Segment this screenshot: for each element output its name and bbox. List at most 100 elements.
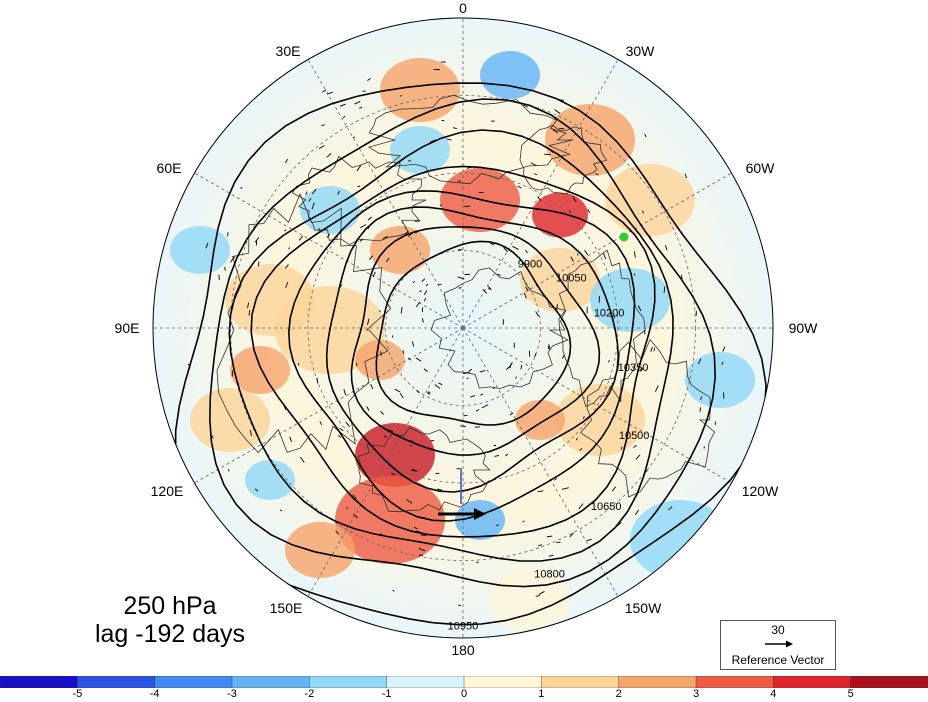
wind-vector (284, 229, 287, 232)
wind-vector (412, 281, 416, 284)
wind-vector (352, 514, 359, 519)
reference-arrow-icon (765, 640, 793, 648)
wind-vector (549, 303, 553, 307)
wind-vector (548, 554, 554, 557)
wind-vector (494, 455, 500, 457)
wind-vector (561, 354, 565, 359)
meridian-line (194, 327, 464, 484)
wind-vector (424, 290, 428, 295)
wind-vector (321, 124, 325, 127)
wind-vector (211, 435, 214, 439)
anomaly-patch (370, 226, 430, 274)
wind-vector (556, 304, 558, 310)
wind-vector (404, 230, 409, 235)
wind-vector (509, 412, 514, 416)
wind-vector (285, 158, 288, 164)
wind-vector (503, 247, 509, 253)
wind-vector (339, 427, 344, 432)
contour-label: 10050 (556, 272, 587, 284)
wind-vector (425, 283, 429, 287)
colorbar-label: 2 (615, 688, 622, 700)
wind-vector (354, 100, 361, 105)
coastline (430, 267, 569, 390)
pressure-level: 250 hPa (123, 592, 217, 620)
wind-vector (326, 153, 332, 158)
wind-vector (355, 362, 358, 366)
wind-vector (427, 392, 431, 395)
anomaly-patch (380, 58, 460, 122)
contour-label: 10650 (591, 501, 622, 513)
wind-vector (487, 285, 492, 290)
wind-vector (380, 351, 382, 356)
wind-vector (367, 216, 372, 221)
anomaly-patch (355, 340, 405, 380)
anomaly-patch (190, 388, 270, 452)
wind-vector (438, 382, 443, 386)
anomaly-patch (225, 264, 315, 336)
wind-vector (620, 446, 623, 450)
wind-vector (367, 318, 370, 325)
contour-label: 10500 (619, 430, 650, 442)
colorbar-segment (773, 676, 852, 688)
anomaly-patch (605, 164, 695, 236)
wind-vector (289, 436, 292, 442)
wind-vector (359, 224, 367, 229)
wind-vector (495, 524, 499, 527)
wind-vector (352, 494, 357, 500)
wind-vector (520, 364, 523, 370)
wind-vector (363, 435, 368, 441)
anomaly-patch (480, 51, 540, 99)
wind-vector (492, 386, 496, 390)
wind-vector (421, 318, 424, 323)
title-block: 250 hPa lag -192 days (70, 592, 270, 648)
contour-line (208, 98, 717, 588)
wind-vector (512, 245, 519, 250)
wind-vector (561, 487, 569, 490)
wind-vector (240, 186, 243, 189)
wind-vector (423, 368, 428, 372)
wind-vector (525, 249, 528, 254)
wind-vector (668, 506, 673, 511)
wind-vector (411, 468, 416, 471)
colorbar-label: -1 (381, 688, 392, 700)
wind-vector (339, 103, 346, 107)
contour-line (174, 82, 767, 626)
wind-vector (722, 346, 726, 352)
wind-vector (346, 507, 349, 510)
wind-vector (188, 363, 191, 369)
wind-vector (699, 407, 701, 412)
wind-vector (368, 255, 373, 261)
wind-vector (458, 604, 462, 607)
wind-vector (366, 406, 370, 411)
wind-vector (411, 470, 418, 472)
wind-vector (616, 521, 622, 527)
wind-vector (429, 139, 436, 143)
wind-vector (579, 448, 583, 451)
wind-vector (322, 89, 327, 93)
coastline (357, 426, 491, 513)
wind-vector (356, 165, 362, 172)
wind-vector (634, 509, 640, 516)
wind-vector (547, 344, 550, 350)
meridian-line (307, 59, 464, 329)
contour-label: 10200 (594, 308, 625, 320)
wind-vector (305, 191, 308, 195)
wind-vector (357, 185, 361, 188)
wind-vector (544, 153, 551, 156)
anomaly-patch (285, 522, 355, 578)
contour-line (325, 206, 620, 493)
colorbar-segment (618, 676, 697, 688)
colorbar-label: 0 (460, 688, 468, 700)
wind-vector (538, 591, 545, 595)
meridian-line (462, 327, 732, 484)
wind-vector (684, 173, 688, 179)
reference-vector-label: Reference Vector (731, 653, 825, 667)
wind-vector (467, 166, 474, 169)
wind-vector (285, 264, 289, 269)
wind-vector (326, 233, 331, 238)
wind-vector (423, 298, 426, 302)
wind-vector (446, 138, 452, 141)
wind-vector (416, 389, 420, 394)
lon-label-0: 0 (459, 0, 467, 16)
meridian-line (307, 327, 464, 597)
